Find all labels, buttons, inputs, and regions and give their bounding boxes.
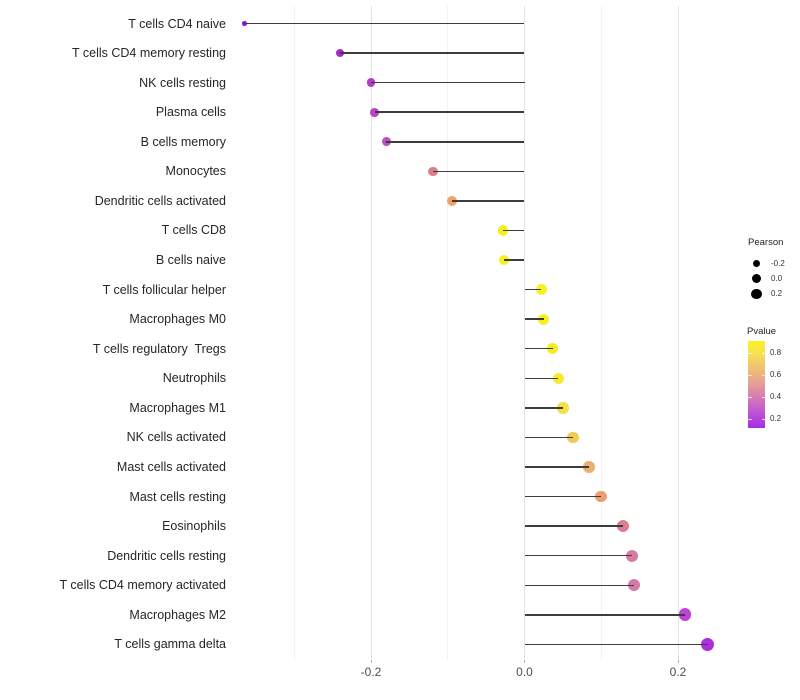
lollipop-stem — [524, 436, 573, 439]
pvalue-colorbar — [748, 341, 765, 428]
pearson-legend-title: Pearson — [748, 237, 784, 248]
y-axis-label: T cells follicular helper — [102, 282, 226, 297]
colorbar-tick-mark — [761, 418, 765, 420]
x-axis-tick-label: 0.2 — [669, 665, 687, 679]
lollipop-stem — [503, 259, 525, 261]
gridline-major — [370, 6, 372, 660]
lollipop-stem — [524, 318, 544, 320]
lollipop-dot — [447, 195, 458, 206]
pvalue-colorbar-tick-label: 0.2 — [770, 413, 782, 423]
gridline-minor — [600, 6, 602, 660]
gridline-minor — [447, 6, 449, 660]
y-axis-label: Monocytes — [165, 164, 226, 179]
lollipop-dot — [625, 549, 639, 562]
lollipop-dot — [701, 637, 715, 651]
pearson-legend-label: 0.2 — [771, 289, 783, 299]
lollipop-stem — [524, 466, 589, 468]
y-axis-label: Eosinophils — [162, 519, 226, 534]
y-axis-label: NK cells activated — [126, 430, 226, 445]
lollipop-stem — [524, 288, 542, 291]
pearson-legend-dot — [752, 259, 761, 268]
y-axis-label: Neutrophils — [162, 371, 226, 386]
lollipop-stem — [524, 347, 553, 350]
lollipop-stem — [524, 407, 563, 409]
y-axis-label: B cells memory — [140, 134, 226, 149]
y-axis-label: T cells regulatory Tregs — [92, 341, 226, 356]
lollipop-stem — [374, 111, 525, 113]
lollipop-stem — [340, 52, 525, 54]
lollipop-stem — [433, 170, 525, 173]
y-axis-label: NK cells resting — [139, 75, 226, 90]
lollipop-dot — [616, 520, 629, 533]
y-axis-label: Macrophages M1 — [129, 400, 226, 415]
y-axis-label: Plasma cells — [155, 105, 226, 120]
lollipop-stem — [524, 495, 602, 498]
lollipop-stem — [452, 200, 525, 202]
y-axis-label: Macrophages M2 — [129, 607, 226, 622]
lollipop-stem — [244, 22, 525, 25]
pearson-legend-dot — [752, 274, 761, 284]
colorbar-tick-mark — [748, 352, 752, 354]
x-axis-tick — [370, 660, 372, 663]
colorbar-tick-mark — [748, 396, 752, 398]
y-axis-label: Mast cells activated — [116, 459, 226, 474]
pvalue-legend-title: Pvalue — [747, 326, 777, 337]
gridline-major — [524, 6, 525, 660]
lollipop-stem — [524, 554, 632, 557]
lollipop-stem — [503, 229, 525, 232]
pearson-legend-dot — [751, 288, 762, 300]
pearson-legend-label: 0.0 — [771, 273, 783, 283]
y-axis-label: B cells naive — [155, 253, 226, 268]
lollipop-dot — [366, 78, 376, 87]
pearson-legend-label: -0.2 — [771, 258, 785, 268]
lollipop-stem — [524, 584, 635, 586]
lollipop-dot — [535, 284, 547, 296]
lollipop-stem — [524, 377, 559, 380]
y-axis-label: T cells gamma delta — [114, 637, 226, 652]
x-axis-tick — [524, 660, 525, 663]
y-axis-label: Macrophages M0 — [129, 312, 226, 327]
y-axis-label: T cells CD4 memory activated — [59, 578, 227, 593]
lollipop-stem — [386, 141, 525, 143]
y-axis-label: T cells CD4 memory resting — [72, 46, 226, 61]
lollipop-stem — [524, 614, 685, 616]
gridline-minor — [293, 6, 295, 660]
colorbar-tick-mark — [761, 352, 765, 354]
colorbar-tick-mark — [748, 374, 752, 376]
lollipop-dot — [538, 313, 550, 325]
lollipop-dot — [547, 343, 559, 355]
lollipop-stem — [371, 81, 525, 84]
pvalue-colorbar-tick-label: 0.8 — [770, 347, 782, 357]
y-axis-label: T cells CD8 — [161, 223, 226, 238]
y-axis-label: Dendritic cells resting — [107, 548, 226, 563]
lollipop-dot — [567, 431, 579, 444]
x-axis-tick-label: 0.0 — [516, 665, 533, 679]
y-axis-label: Dendritic cells activated — [94, 193, 226, 208]
lollipop-dot — [381, 137, 391, 147]
pvalue-colorbar-tick-label: 0.6 — [770, 369, 782, 379]
x-axis-tick-label: -0.2 — [360, 665, 382, 679]
gridline-major — [677, 6, 679, 660]
y-axis-label: T cells CD4 naive — [128, 16, 226, 31]
x-axis-tick — [677, 660, 679, 663]
colorbar-tick-mark — [761, 396, 765, 398]
colorbar-tick-mark — [748, 418, 752, 420]
y-axis-label: Mast cells resting — [129, 489, 226, 504]
lollipop-stem — [524, 525, 623, 527]
lollipop-stem — [524, 643, 708, 646]
pvalue-colorbar-tick-label: 0.4 — [770, 391, 782, 401]
colorbar-tick-mark — [761, 374, 765, 376]
